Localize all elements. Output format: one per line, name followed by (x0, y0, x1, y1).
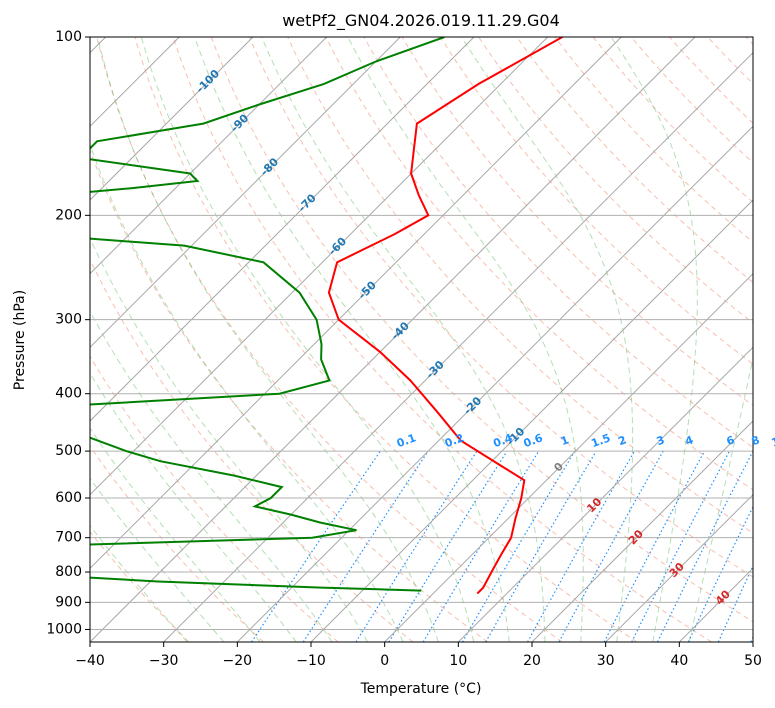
profile-line (327, 37, 563, 595)
profile-lines (90, 37, 563, 595)
mixing-ratio-line (251, 450, 381, 642)
dry-adiabat-line (592, 37, 753, 203)
moist-adiabat-line (90, 427, 261, 642)
moist-adiabat-line (90, 142, 404, 642)
isotherm-line (90, 37, 475, 422)
x-tick-label: 40 (670, 653, 688, 669)
axes: −40 −30 −20 −10 0 10 20 30 40 5010020030040050060… (46, 29, 762, 669)
x-axis-label: Temperature (°C) (360, 681, 482, 697)
isotherm-line (531, 420, 753, 642)
isotherm-line (457, 346, 753, 642)
mixing-ratio-label: 8 (750, 433, 762, 448)
x-tick-label: 20 (523, 653, 541, 669)
mixing-ratio-line (302, 450, 429, 642)
y-tick-label: 600 (55, 490, 82, 506)
dry-adiabat-line (90, 355, 339, 642)
y-tick-label: 400 (55, 386, 82, 402)
isotherm-line (236, 125, 753, 642)
dry-adiabat-line (90, 531, 190, 642)
x-tick-label: 30 (597, 653, 615, 669)
isotherm-line (90, 37, 622, 570)
x-tick-label: 0 (380, 653, 389, 669)
isotherm-line (90, 37, 328, 275)
dry-adiabat-line (249, 37, 753, 578)
moist-adiabat-line (261, 37, 546, 642)
moist-adiabat-line (90, 477, 225, 642)
moist-adiabat-line (90, 524, 188, 642)
mixing-ratio-label: 10 (770, 432, 775, 450)
y-tick-label: 200 (55, 207, 82, 223)
moist-adiabat-line (90, 310, 333, 642)
moist-adiabat-line (97, 37, 439, 642)
mixing-ratio-label: 0.6 (522, 431, 545, 450)
y-tick-label: 1000 (46, 621, 82, 637)
y-tick-label: 800 (55, 564, 82, 580)
mixing-ratio-label: 0.1 (395, 431, 418, 450)
profile-line (90, 37, 445, 592)
chart-title: wetPf2_GN04.2026.019.11.29.G04 (282, 11, 560, 31)
mixing-ratio-label: 6 (725, 433, 737, 448)
x-tick-label: −30 (149, 653, 179, 669)
mixing-ratio-line (558, 450, 664, 642)
mixing-ratio-label: 3 (655, 433, 667, 448)
mixing-ratio-line (355, 450, 478, 642)
x-tick-label: 50 (744, 653, 762, 669)
dry-adiabat-line (401, 37, 753, 406)
dry-adiabat-line (287, 37, 753, 534)
isotherm-line (90, 37, 254, 201)
moist-adiabat-line (194, 37, 510, 642)
dry-adiabat-line (554, 37, 753, 243)
moist-adiabat-line (610, 37, 698, 642)
isotherm-line (163, 51, 753, 642)
mixing-ratio-line (422, 450, 540, 642)
isotherm-line (90, 37, 401, 349)
mixing-ratio-label: 2 (616, 433, 628, 448)
mixing-ratio-label: 4 (683, 433, 695, 448)
mixing-ratio-label: 0.2 (443, 431, 466, 450)
dry-adiabat-line (363, 37, 753, 448)
dry-adiabat-line (325, 37, 753, 491)
isotherm-line (384, 272, 753, 642)
y-tick-label: 700 (55, 530, 82, 546)
dry-adiabat-line (90, 258, 414, 642)
x-tick-label: 10 (449, 653, 467, 669)
y-tick-label: 300 (55, 312, 82, 328)
dry-adiabat-line (210, 37, 753, 623)
mixing-ratio-label: 1.5 (590, 431, 613, 450)
moist-adiabat-line (347, 37, 584, 642)
mixing-ratio-line (527, 450, 636, 642)
moist-adiabat-line (688, 355, 753, 642)
mixing-ratio-line (388, 450, 508, 642)
dry-adiabat-line (134, 37, 638, 642)
dry-adiabat-line (96, 37, 563, 642)
isotherm-line (605, 493, 753, 642)
isotherm-line (310, 199, 753, 642)
dry-adiabat-line (439, 37, 753, 365)
y-tick-label: 100 (55, 29, 82, 45)
moist-adiabat-line (90, 372, 297, 642)
mixing-ratio-label: 1 (559, 433, 571, 448)
isotherm-line (90, 37, 549, 496)
x-tick-label: −20 (223, 653, 253, 669)
dry-adiabat-line (516, 37, 753, 284)
y-tick-label: 900 (55, 594, 82, 610)
y-tick-label: 500 (55, 443, 82, 459)
plot-frame (89, 36, 754, 643)
x-tick-label: −40 (75, 653, 105, 669)
mixing-ratio-line (657, 450, 753, 642)
background-lines (90, 37, 753, 642)
moist-adiabat-line (461, 37, 634, 642)
mixing-ratio-label: 0.4 (492, 431, 515, 450)
x-tick-label: −10 (296, 653, 326, 669)
y-axis-label: Pressure (hPa) (12, 290, 28, 390)
